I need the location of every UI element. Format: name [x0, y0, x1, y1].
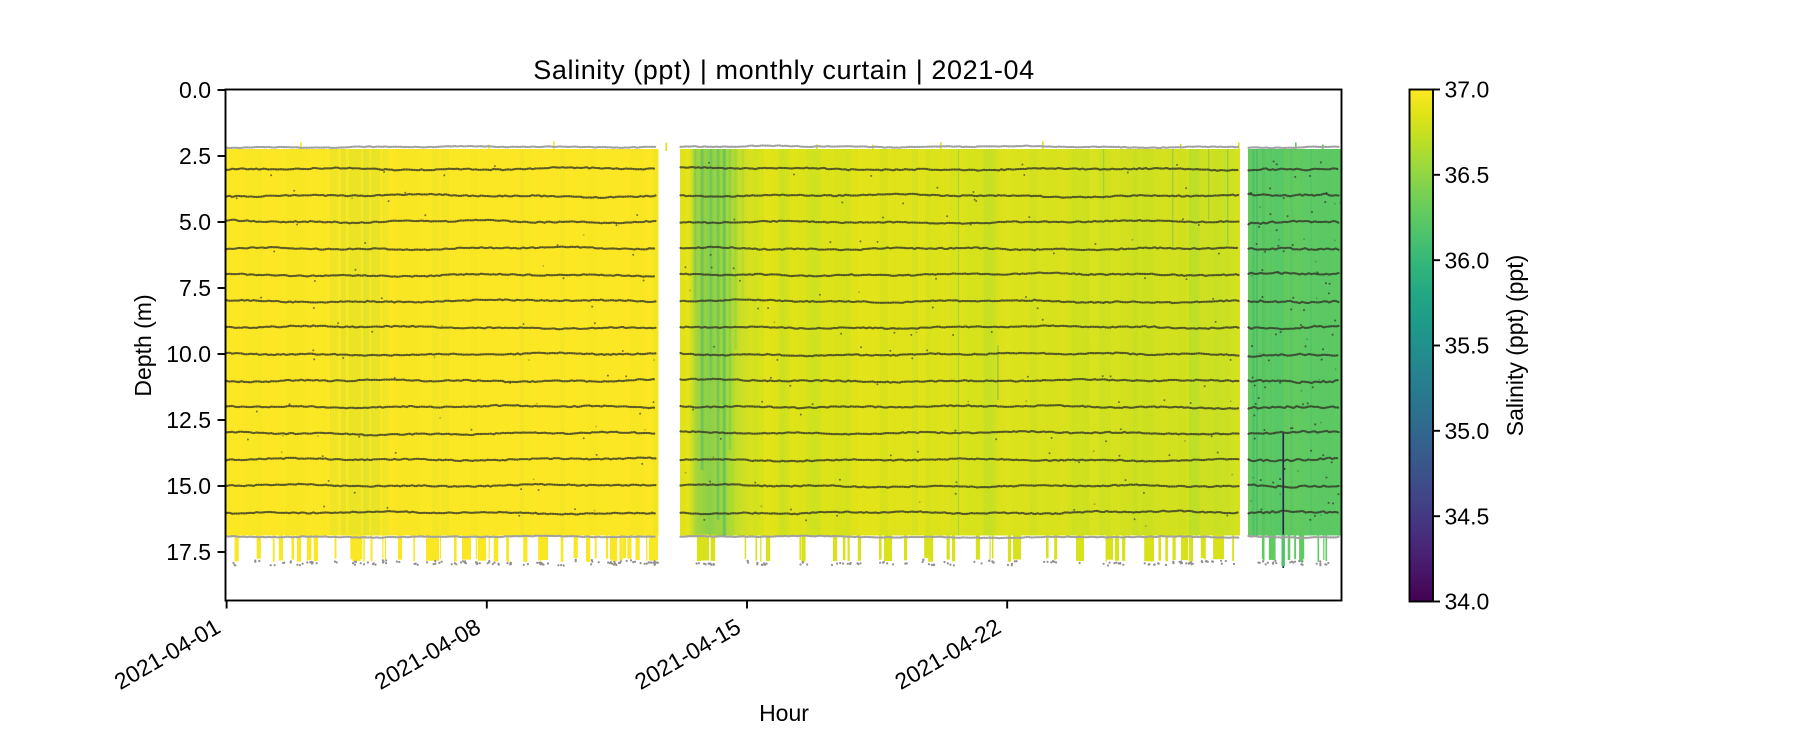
svg-text:Hour: Hour	[759, 700, 809, 726]
svg-text:34.0: 34.0	[1445, 589, 1490, 615]
svg-text:36.5: 36.5	[1445, 162, 1490, 188]
svg-text:Salinity (ppt) | monthly curta: Salinity (ppt) | monthly curtain | 2021-…	[533, 55, 1034, 85]
svg-text:Salinity (ppt) (ppt): Salinity (ppt) (ppt)	[1502, 255, 1528, 437]
svg-text:15.0: 15.0	[166, 473, 211, 499]
svg-text:34.5: 34.5	[1445, 503, 1490, 529]
svg-text:0.0: 0.0	[179, 77, 211, 103]
svg-text:36.0: 36.0	[1445, 247, 1490, 273]
svg-text:37.0: 37.0	[1445, 77, 1490, 103]
svg-text:2.5: 2.5	[179, 143, 211, 169]
svg-text:17.5: 17.5	[166, 539, 211, 565]
svg-text:12.5: 12.5	[166, 407, 211, 433]
svg-text:35.5: 35.5	[1445, 333, 1490, 359]
svg-text:7.5: 7.5	[179, 275, 211, 301]
svg-text:Depth (m): Depth (m)	[130, 294, 156, 396]
svg-text:5.0: 5.0	[179, 209, 211, 235]
svg-text:35.0: 35.0	[1445, 418, 1490, 444]
svg-text:10.0: 10.0	[166, 341, 211, 367]
